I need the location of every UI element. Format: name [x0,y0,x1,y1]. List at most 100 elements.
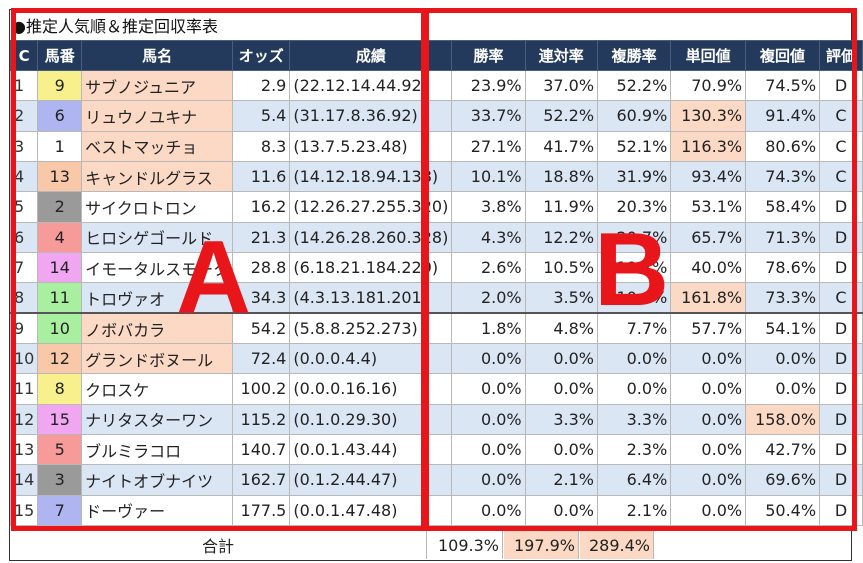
row-top3-rate: 60.9% [597,100,672,132]
row-horse-name: グランドボヌール [81,342,234,375]
header-horse-name: 馬名 [81,40,234,71]
row-horse-name: ナリタスターワン [81,403,234,435]
header-place-return: 複回値 [745,40,821,71]
row-top2-rate: 0.0% [524,494,599,526]
header-record: 成績 [289,40,453,71]
table-row: 5 2 サイクロトロン 16.2 (12.26.27.255.320) 3.8% 11.9%… [9,191,863,223]
row-place-return: 69.6% [745,464,821,496]
table-row: 10 12 グランドボヌール 72.4 (0.0.0.4.4) 0.0% 0.0% 0.0% 0… [9,342,863,375]
row-horse-number: 5 [37,433,83,466]
row-horse-name: イモータルスモーク [81,251,234,284]
table-row: 6 4 ヒロシゲゴールド 21.3 (14.26.28.260.328) 4.3% 12.2… [9,221,863,253]
row-c: 2 [9,100,39,132]
row-win-return: 0.0% [670,342,747,375]
row-win-rate: 2.0% [451,282,526,314]
total-row: 合計 109.3% 197.9% 289.4% [10,531,852,559]
row-place-return: 54.1% [745,312,821,344]
row-horse-number: 11 [37,282,83,314]
total-top3: 289.4% [580,531,654,559]
row-top2-rate: 0.0% [524,373,599,405]
table-row: 8 11 トロヴァオ 34.3 (4.3.13.181.201) 2.0% 3.5% 10.0… [9,282,863,314]
row-horse-number: 7 [37,494,83,526]
row-top3-rate: 52.2% [597,69,672,102]
annotation-letter-b: B [594,212,670,328]
row-place-return: 0.0% [745,342,821,375]
row-horse-number: 15 [37,403,83,435]
row-horse-number: 1 [37,130,83,162]
row-top3-rate: 0.0% [597,373,672,405]
row-top2-rate: 3.3% [524,403,599,435]
row-record: (6.18.21.184.229) [289,251,453,284]
row-record: (4.3.13.181.201) [289,282,453,314]
row-record: (14.12.18.94.138) [289,160,453,193]
row-win-rate: 3.8% [451,191,526,223]
row-c: 10 [9,342,39,375]
row-place-return: 73.3% [745,282,821,314]
row-grade: D [819,69,863,102]
row-horse-number: 12 [37,342,83,375]
row-grade: C [819,130,863,162]
row-top2-rate: 12.2% [524,221,599,253]
row-top3-rate: 2.3% [597,433,672,466]
row-odds: 34.3 [232,282,291,314]
row-horse-number: 10 [37,312,83,344]
row-place-return: 58.4% [745,191,821,223]
row-win-return: 57.7% [670,312,747,344]
table-row: 14 3 ナイトオブナイツ 162.7 (0.1.2.44.47) 0.0% 2.1% 6.4… [9,464,863,496]
row-horse-number: 6 [37,100,83,132]
row-grade: D [819,342,863,375]
row-grade: D [819,312,863,344]
row-top2-rate: 2.1% [524,464,599,496]
row-odds: 28.8 [232,251,291,284]
row-top2-rate: 37.0% [524,69,599,102]
row-odds: 100.2 [232,373,291,405]
row-grade: D [819,191,863,223]
row-odds: 11.6 [232,160,291,193]
row-top3-rate: 6.4% [597,464,672,496]
row-grade: D [819,373,863,405]
total-top2: 197.9% [504,531,579,559]
row-odds: 2.9 [232,69,291,102]
total-label: 合計 [10,531,427,559]
row-win-return: 0.0% [670,373,747,405]
row-odds: 16.2 [232,191,291,223]
header-top3-rate: 複勝率 [597,40,672,71]
row-record: (31.17.8.36.92) [289,100,453,132]
row-win-rate: 0.0% [451,464,526,496]
row-win-rate: 0.0% [451,403,526,435]
table-row: 1 9 サブノジュニア 2.9 (22.12.14.44.92) 23.9% 37.0% 52… [9,69,863,102]
table-row: 12 15 ナリタスターワン 115.2 (0.1.0.29.30) 0.0% 3.3% 3.… [9,403,863,435]
row-win-rate: 23.9% [451,69,526,102]
row-win-return: 161.8% [670,282,747,314]
row-odds: 162.7 [232,464,291,496]
row-odds: 140.7 [232,433,291,466]
row-horse-number: 3 [37,464,83,496]
row-top3-rate: 19.7% [597,251,672,284]
row-odds: 5.4 [232,100,291,132]
row-c: 11 [9,373,39,405]
row-win-return: 40.0% [670,251,747,284]
row-horse-number: 14 [37,251,83,284]
row-place-return: 42.7% [745,433,821,466]
row-record: (12.26.27.255.320) [289,191,453,223]
row-odds: 72.4 [232,342,291,375]
row-place-return: 91.4% [745,100,821,132]
row-c: 14 [9,464,39,496]
row-horse-name: サブノジュニア [81,69,234,102]
row-c: 9 [9,312,39,344]
row-top2-rate: 3.5% [524,282,599,314]
row-horse-number: 9 [37,69,83,102]
row-top3-rate: 3.3% [597,403,672,435]
row-win-rate: 0.0% [451,342,526,375]
row-win-return: 0.0% [670,433,747,466]
row-horse-number: 2 [37,191,83,223]
row-grade: C [819,282,863,314]
row-top2-rate: 18.8% [524,160,599,193]
row-top2-rate: 0.0% [524,342,599,375]
header-grade: 評価 [819,40,863,71]
row-win-return: 0.0% [670,464,747,496]
row-grade: D [819,433,863,466]
row-place-return: 74.3% [745,160,821,193]
row-horse-number: 8 [37,373,83,405]
row-horse-name: ヒロシゲゴールド [81,221,234,253]
